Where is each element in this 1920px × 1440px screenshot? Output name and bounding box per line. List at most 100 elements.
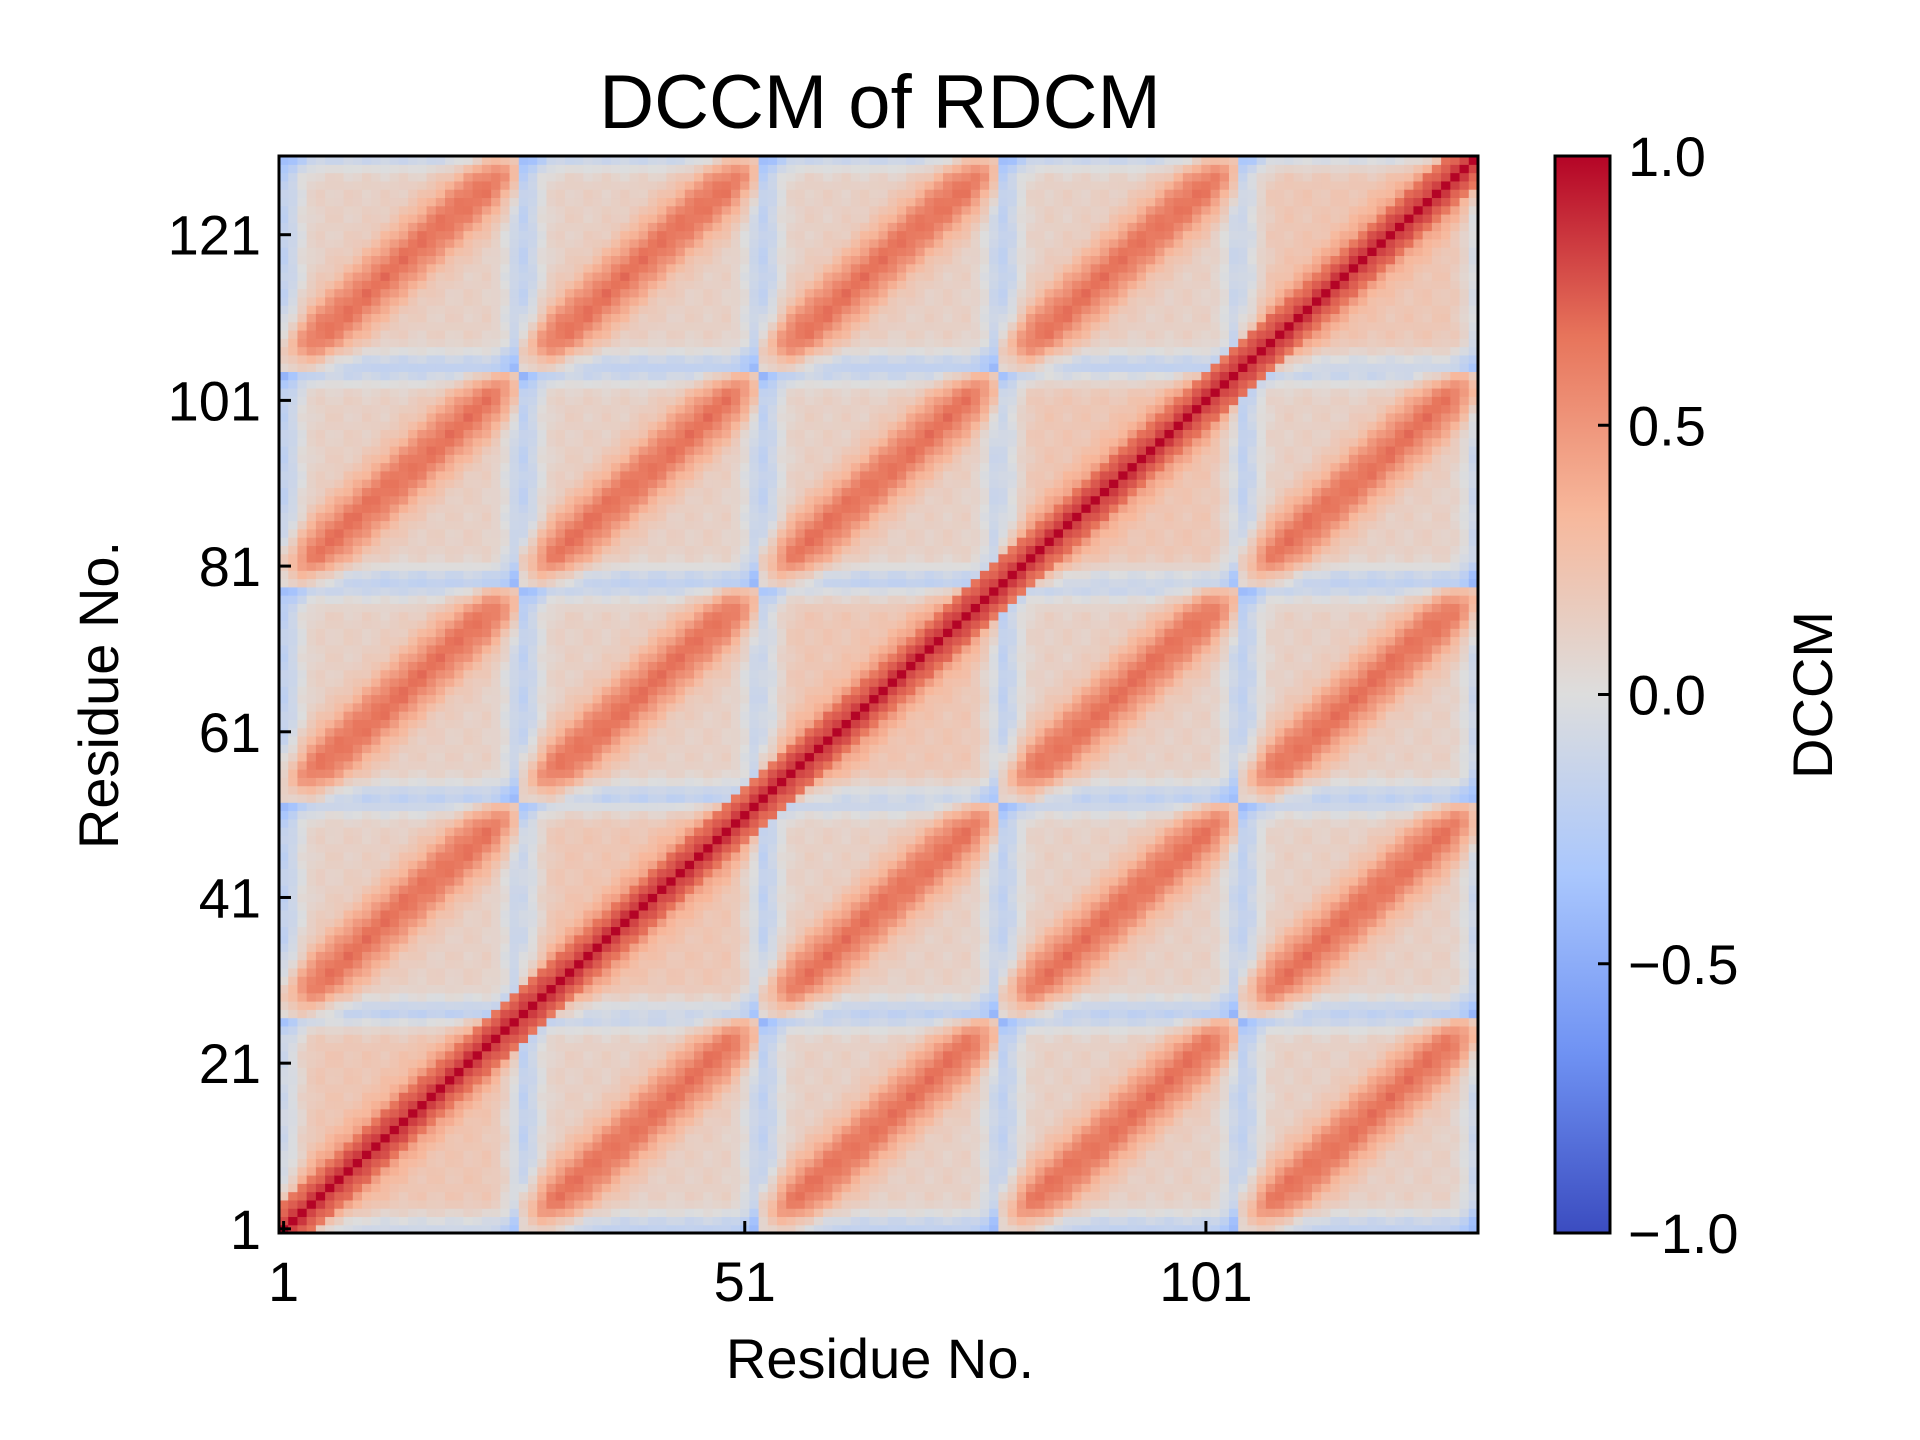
heatmap-cell	[555, 860, 566, 870]
heatmap-cell	[362, 1150, 372, 1160]
heatmap-cell	[592, 1208, 603, 1218]
heatmap-cell	[352, 1059, 363, 1068]
heatmap-cell	[343, 885, 354, 894]
heatmap-cell	[426, 959, 437, 969]
heatmap-cell	[601, 976, 612, 986]
heatmap-cell	[518, 893, 529, 903]
heatmap-cell	[564, 959, 575, 969]
heatmap-cell	[583, 586, 594, 596]
heatmap-cell	[445, 835, 455, 845]
heatmap-cell	[601, 893, 612, 903]
heatmap-cell	[555, 164, 566, 174]
heatmap-cell	[389, 512, 400, 522]
heatmap-cell	[315, 437, 326, 447]
heatmap-cell	[426, 1067, 437, 1077]
heatmap-cell	[380, 213, 391, 223]
heatmap-cell	[408, 926, 418, 936]
heatmap-cell	[315, 454, 326, 464]
heatmap-cell	[297, 213, 308, 223]
heatmap-cell	[491, 578, 501, 588]
heatmap-cell	[537, 462, 548, 472]
heatmap-cell	[454, 503, 465, 513]
heatmap-cell	[500, 172, 511, 182]
heatmap-cell	[620, 437, 631, 447]
heatmap-cell	[564, 744, 575, 754]
heatmap-cell	[620, 197, 631, 207]
heatmap-cell	[315, 1166, 326, 1176]
heatmap-cell	[555, 512, 566, 522]
heatmap-cell	[583, 172, 594, 182]
heatmap-cell	[435, 810, 446, 820]
heatmap-cell	[611, 329, 621, 339]
heatmap-cell	[297, 387, 308, 397]
heatmap-cell	[371, 603, 382, 613]
heatmap-cell	[380, 677, 391, 687]
heatmap-cell	[537, 1083, 548, 1093]
heatmap-cell	[629, 984, 640, 994]
heatmap-cell	[537, 172, 548, 182]
heatmap-cell	[537, 354, 548, 364]
heatmap-cell	[546, 1150, 557, 1160]
heatmap-cell	[398, 354, 409, 364]
heatmap-cell	[445, 379, 455, 389]
heatmap-cell	[537, 735, 548, 745]
heatmap-cell	[408, 180, 418, 190]
heatmap-cell	[315, 918, 326, 928]
heatmap-cell	[398, 296, 409, 306]
heatmap-cell	[288, 984, 299, 994]
heatmap-cell	[306, 619, 317, 629]
heatmap-cell	[371, 503, 382, 513]
heatmap-cell	[435, 827, 446, 836]
heatmap-cell	[352, 205, 363, 215]
heatmap-cell	[611, 595, 621, 604]
heatmap-cell	[352, 835, 363, 845]
heatmap-cell	[297, 644, 308, 654]
heatmap-cell	[555, 810, 566, 820]
heatmap-cell	[564, 1042, 575, 1052]
heatmap-cell	[398, 1059, 409, 1068]
heatmap-cell	[620, 727, 631, 737]
heatmap-cell	[297, 445, 308, 455]
heatmap-cell	[371, 934, 382, 944]
heatmap-cell	[343, 603, 354, 613]
heatmap-cell	[297, 851, 308, 861]
heatmap-cell	[343, 760, 354, 770]
heatmap-cell	[315, 429, 326, 439]
heatmap-cell	[491, 1191, 501, 1201]
heatmap-cell	[454, 371, 465, 381]
heatmap-cell	[454, 702, 465, 712]
heatmap-cell	[463, 1050, 474, 1060]
heatmap-cell	[306, 1216, 317, 1226]
heatmap-cell	[315, 1100, 326, 1110]
heatmap-cell	[325, 918, 335, 928]
heatmap-cell	[380, 189, 391, 199]
heatmap-cell	[500, 429, 511, 439]
heatmap-cell	[463, 180, 474, 190]
heatmap-cell	[528, 595, 538, 604]
heatmap-cell	[500, 719, 511, 729]
heatmap-cell	[297, 843, 308, 853]
heatmap-cell	[343, 222, 354, 232]
heatmap-cell	[398, 1108, 409, 1118]
heatmap-cell	[343, 180, 354, 190]
heatmap-cell	[371, 868, 382, 878]
heatmap-cell	[518, 686, 529, 696]
heatmap-cell	[555, 445, 566, 455]
heatmap-cell	[297, 893, 308, 903]
heatmap-cell	[371, 744, 382, 754]
heatmap-cell	[408, 346, 418, 356]
heatmap-cell	[343, 1150, 354, 1160]
heatmap-cell	[380, 462, 391, 472]
heatmap-cell	[325, 205, 335, 215]
heatmap-cell	[334, 346, 345, 356]
heatmap-cell	[288, 1150, 299, 1160]
heatmap-cell	[445, 1166, 455, 1176]
heatmap-cell	[546, 197, 557, 207]
heatmap-cell	[417, 512, 428, 522]
heatmap-cell	[481, 479, 492, 488]
heatmap-cell	[389, 205, 400, 215]
heatmap-cell	[288, 752, 299, 762]
heatmap-cell	[592, 1191, 603, 1201]
heatmap-cell	[454, 785, 465, 795]
heatmap-cell	[398, 603, 409, 613]
